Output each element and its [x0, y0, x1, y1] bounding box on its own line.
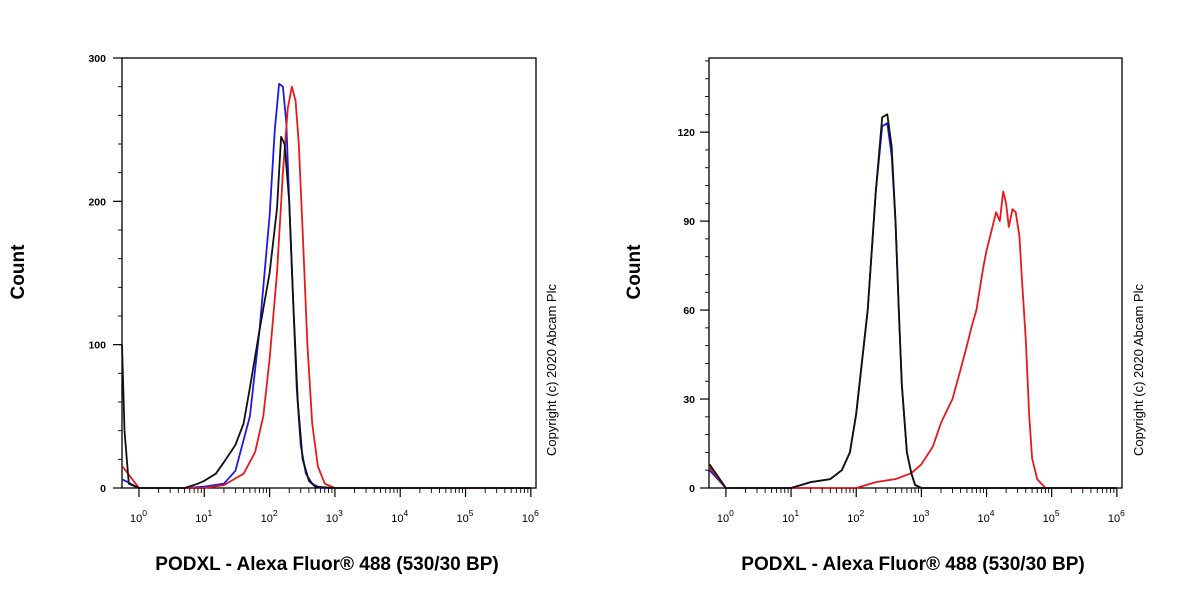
x-tick-base: 10: [130, 513, 142, 525]
series-line-3: [708, 113, 1117, 489]
x-tick-label: 102: [261, 508, 278, 525]
x-tick-exponent: 0: [729, 508, 734, 518]
histogram-panel-2: 100 101 102 103 104 105 1060306090120CountPODX…: [624, 57, 1146, 575]
x-tick-label: 101: [782, 508, 799, 525]
x-axis-ticks: 100 101 102 103 104 105 106: [130, 488, 539, 525]
x-tick-base: 10: [847, 513, 859, 525]
x-tick-label: 104: [391, 508, 408, 525]
y-tick-label: 0: [689, 483, 695, 495]
x-tick-exponent: 4: [990, 508, 995, 518]
copyright-note: Copyright (c) 2020 Abcam Plc: [544, 284, 559, 456]
y-tick-label: 100: [88, 340, 106, 352]
x-tick-base: 10: [978, 513, 990, 525]
x-tick-base: 10: [912, 513, 924, 525]
x-tick-base: 10: [522, 513, 534, 525]
x-tick-exponent: 5: [1055, 508, 1060, 518]
y-axis-label: Count: [624, 244, 645, 300]
x-tick-base: 10: [457, 513, 469, 525]
series-group: [121, 82, 531, 489]
x-tick-exponent: 0: [142, 508, 147, 518]
x-tick-base: 10: [261, 513, 273, 525]
x-tick-exponent: 3: [338, 508, 343, 518]
series-line-2: [708, 190, 1117, 489]
x-tick-label: 106: [522, 508, 539, 525]
series-line-1: [122, 82, 531, 489]
series-line-3: [121, 135, 531, 489]
y-axis-ticks: 0 30 60 90 120: [677, 60, 709, 495]
histogram-panel-1: 100 101 102 103 104 105 1060100200300CountPODX…: [8, 53, 559, 575]
x-tick-exponent: 6: [1120, 508, 1125, 518]
x-tick-label: 105: [1043, 508, 1060, 525]
y-tick-label: 120: [677, 127, 695, 139]
y-tick-label: 300: [88, 53, 106, 65]
x-axis-label: PODXL - Alexa Fluor® 488 (530/30 BP): [741, 554, 1084, 575]
y-axis-label: Count: [8, 244, 29, 300]
x-tick-base: 10: [717, 513, 729, 525]
x-tick-label: 104: [978, 508, 995, 525]
x-tick-base: 10: [391, 513, 403, 525]
x-tick-exponent: 4: [403, 508, 408, 518]
x-tick-label: 101: [195, 508, 212, 525]
x-tick-base: 10: [1043, 513, 1055, 525]
x-tick-exponent: 2: [273, 508, 278, 518]
plot-frame: [708, 57, 1123, 489]
x-tick-base: 10: [195, 513, 207, 525]
x-tick-exponent: 1: [208, 508, 213, 518]
y-tick-label: 90: [683, 216, 695, 228]
series-line-2: [121, 85, 531, 489]
x-tick-base: 10: [326, 513, 338, 525]
y-tick-label: 200: [88, 196, 106, 208]
x-tick-label: 102: [847, 508, 864, 525]
x-tick-label: 100: [130, 508, 147, 525]
x-tick-base: 10: [1108, 513, 1120, 525]
x-tick-label: 103: [326, 508, 343, 525]
copyright-note: Copyright (c) 2020 Abcam Plc: [1131, 284, 1146, 456]
x-tick-base: 10: [782, 513, 794, 525]
x-tick-exponent: 5: [469, 508, 474, 518]
x-tick-exponent: 6: [534, 508, 539, 518]
x-tick-exponent: 3: [925, 508, 930, 518]
x-axis-ticks: 100 101 102 103 104 105 106: [717, 488, 1125, 525]
y-axis-ticks: 0 100 200 300: [88, 53, 122, 495]
x-tick-label: 103: [912, 508, 929, 525]
y-tick-label: 0: [100, 483, 106, 495]
x-tick-exponent: 2: [859, 508, 864, 518]
plot-frame: [121, 57, 537, 489]
x-tick-label: 105: [457, 508, 474, 525]
x-axis-label: PODXL - Alexa Fluor® 488 (530/30 BP): [155, 554, 498, 575]
y-tick-label: 60: [683, 305, 695, 317]
x-tick-label: 100: [717, 508, 734, 525]
y-tick-label: 30: [683, 394, 695, 406]
series-group: [708, 113, 1117, 489]
series-line-1: [708, 122, 1117, 489]
x-tick-exponent: 1: [794, 508, 799, 518]
x-tick-label: 106: [1108, 508, 1125, 525]
